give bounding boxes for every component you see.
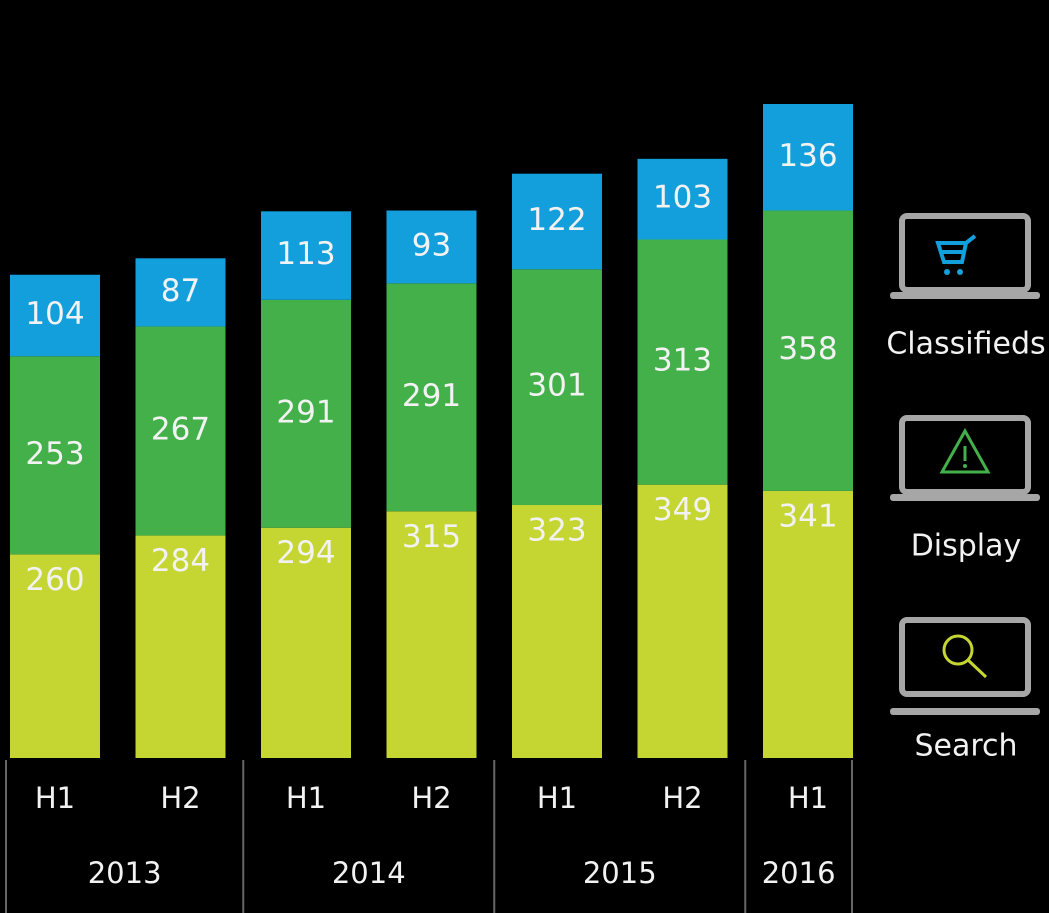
x-tick-label: H2: [662, 781, 702, 815]
data-label: 315: [402, 519, 461, 555]
bar-segment: [261, 299, 351, 528]
bar-segment: [386, 511, 477, 758]
data-label: 93: [412, 227, 451, 263]
legend-label: Classifieds: [886, 327, 1045, 362]
x-tick-label: H1: [537, 781, 577, 815]
x-tick-label: H2: [411, 781, 451, 815]
data-label: 103: [653, 180, 712, 216]
bar-segment: [135, 326, 226, 536]
data-label: 294: [276, 535, 335, 571]
bar-segment: [261, 527, 351, 758]
legend: Classifieds Display Search: [886, 213, 1046, 764]
bar-segment: [637, 239, 728, 485]
bar-segment: [637, 158, 728, 240]
bar-segment: [135, 535, 226, 758]
x-tick-label: H2: [160, 781, 200, 815]
x-tick-label: H1: [286, 781, 326, 815]
legend-icon-display: [890, 415, 1040, 501]
bar-segment: [386, 210, 477, 284]
data-label: 358: [778, 331, 837, 367]
legend-icon-search: [890, 617, 1040, 715]
legend-label: Search: [914, 729, 1017, 764]
bar-segment: [135, 258, 226, 327]
x-tick-label: H1: [788, 781, 828, 815]
legend-icon-classifieds: [890, 213, 1040, 299]
data-label: 87: [161, 273, 200, 309]
bar-segment: [763, 490, 853, 758]
bar-segment: [261, 211, 351, 300]
bar-segment: [10, 356, 100, 555]
data-label: 122: [527, 202, 586, 238]
data-label: 253: [25, 436, 84, 472]
data-label: 104: [25, 296, 84, 332]
data-label: 284: [151, 543, 210, 579]
data-label: 313: [653, 343, 712, 379]
bar-segment: [10, 274, 100, 357]
bar-segment: [763, 104, 853, 211]
data-label: 267: [151, 412, 210, 448]
legend-label: Display: [911, 529, 1022, 564]
bar-segment: [10, 554, 100, 758]
data-label: 260: [25, 562, 84, 598]
bar-segment: [512, 269, 602, 506]
data-label: 136: [778, 138, 837, 174]
group-label: 2013: [88, 856, 162, 890]
data-label: 323: [527, 513, 586, 549]
group-label: 2016: [762, 856, 836, 890]
bar-segment: [637, 484, 728, 758]
data-label: 301: [527, 368, 586, 404]
group-label: 2015: [583, 856, 657, 890]
group-label: 2014: [332, 856, 406, 890]
bar-segment: [763, 210, 853, 491]
bar-segment: [512, 173, 602, 270]
bar-segment: [512, 505, 602, 758]
data-label: 113: [276, 236, 335, 272]
bar-segment: [386, 283, 477, 512]
data-label: 291: [402, 378, 461, 414]
data-label: 341: [778, 498, 837, 534]
data-label: 349: [653, 492, 712, 528]
data-label: 291: [276, 394, 335, 430]
x-tick-label: H1: [35, 781, 75, 815]
